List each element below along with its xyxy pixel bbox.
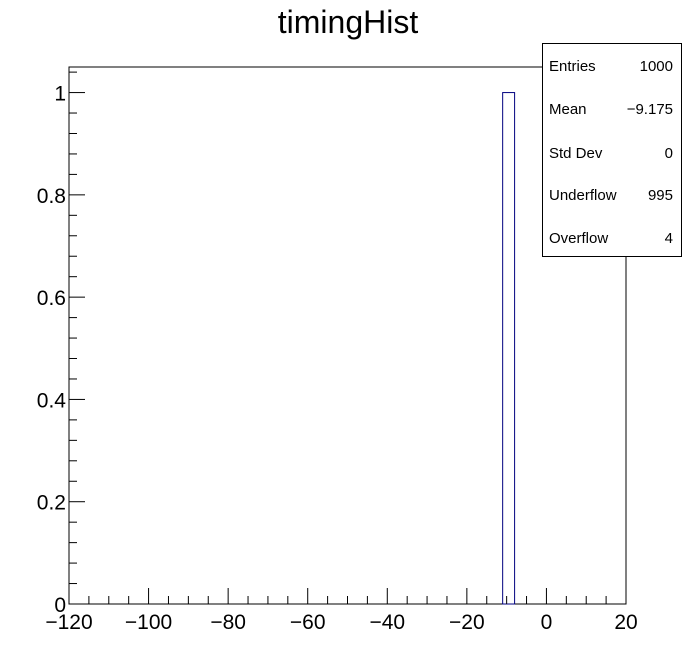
stat-value: −9.175 [626, 101, 673, 118]
x-tick-label: −40 [369, 611, 405, 634]
histogram-bar [502, 92, 516, 605]
y-tick-label: 1 [54, 83, 66, 106]
stat-value: 4 [664, 230, 673, 247]
y-tick-label: 0.8 [37, 185, 66, 208]
y-tick-label: 0 [54, 594, 66, 617]
y-tick-label: 0.6 [37, 287, 66, 310]
stat-value: 1000 [639, 58, 673, 75]
stat-value: 995 [647, 187, 673, 204]
x-tick-label: −20 [449, 611, 485, 634]
stat-value: 0 [664, 145, 673, 162]
stats-box: Entries 1000 Mean −9.175 Std Dev 0 Under… [542, 43, 682, 257]
stat-row-overflow: Overflow 4 [549, 230, 673, 250]
x-tick-label: 20 [614, 611, 637, 634]
x-tick-label: −120 [45, 611, 92, 634]
x-tick-label: −60 [290, 611, 326, 634]
stat-name: Mean [549, 101, 587, 118]
stat-row-mean: Mean −9.175 [549, 101, 673, 121]
stat-row-underflow: Underflow 995 [549, 187, 673, 207]
y-tick-label: 0.2 [37, 492, 66, 515]
x-tick-label: −80 [210, 611, 246, 634]
chart-title: timingHist [277, 4, 419, 40]
y-tick-label: 0.4 [37, 389, 67, 412]
stat-name: Overflow [549, 230, 609, 247]
x-tick-label: −100 [125, 611, 172, 634]
stat-row-entries: Entries 1000 [549, 58, 673, 78]
x-tick-label: 0 [541, 611, 553, 634]
stat-name: Entries [549, 58, 596, 75]
stat-name: Underflow [549, 187, 617, 204]
stat-row-std-dev: Std Dev 0 [549, 145, 673, 165]
stat-name: Std Dev [549, 145, 603, 162]
